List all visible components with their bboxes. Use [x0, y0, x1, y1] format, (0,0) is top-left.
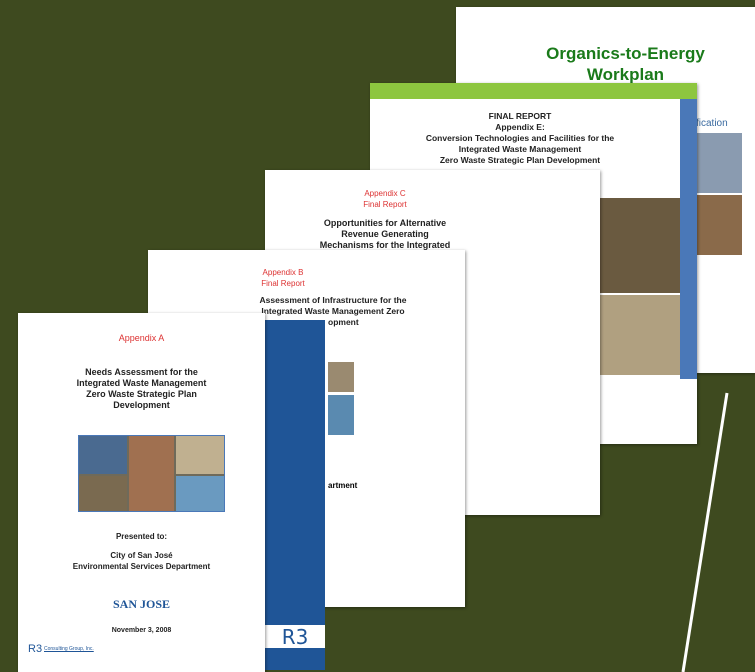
decor [0, 0, 755, 672]
divider-line [683, 393, 727, 672]
collage: Organics-to-Energy Workplan fication FIN… [0, 0, 755, 672]
